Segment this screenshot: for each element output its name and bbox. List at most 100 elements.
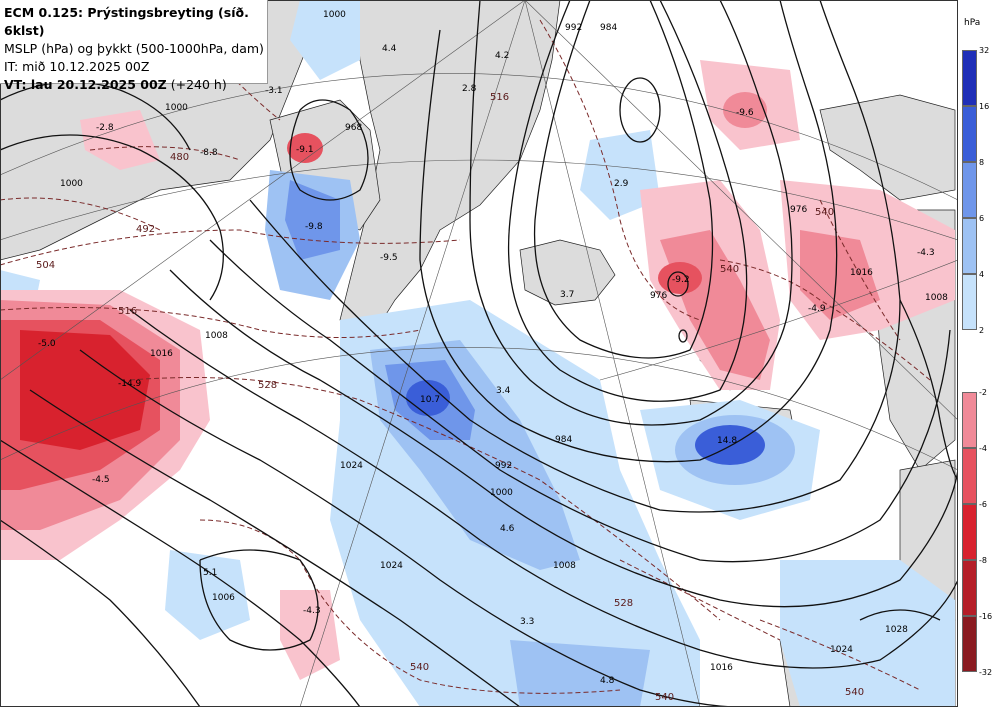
colorbar-segment-positive (962, 106, 977, 162)
colorbar-tick-label: -2 (979, 388, 987, 397)
pressure-change-value: -9.6 (736, 108, 754, 118)
thickness-label: 504 (36, 260, 55, 271)
isobar-label: 976 (650, 291, 667, 301)
isobar-label: 992 (565, 23, 582, 33)
pressure-change-value: 4.4 (382, 44, 397, 54)
isobar-label: 992 (495, 461, 512, 471)
colorbar-tick-label: 16 (979, 102, 990, 111)
isobar-label: 1000 (165, 103, 188, 113)
rise-area-se (780, 560, 955, 707)
isobar-label: 1008 (205, 331, 228, 341)
thickness-label: 492 (136, 224, 155, 235)
header-valid-time: VT: lau 20.12.2025 00Z (+240 h) (4, 77, 227, 92)
thickness-label: 480 (170, 152, 189, 163)
thickness-label: 516 (490, 92, 509, 103)
pressure-change-value: -9.1 (296, 145, 314, 155)
header-subtitle: MSLP (hPa) og þykkt (500-1000hPa, dam) (4, 41, 264, 56)
pressure-change-value: 14.8 (717, 436, 737, 446)
isobar-label: 1024 (340, 461, 363, 471)
pressure-change-value: -14.9 (118, 379, 142, 389)
isobar-label: 1016 (850, 268, 873, 278)
rise-area-north (290, 0, 360, 80)
isobar-label: 984 (555, 435, 572, 445)
isobar-label: 1028 (885, 625, 908, 635)
pressure-change-values: -2.8 -8.8 -9.1 -9.8 -9.5 4.4 4.2 2.8 -3.… (38, 44, 935, 686)
pressure-change-value: 10.7 (420, 395, 440, 405)
pressure-change-value: -2.8 (96, 123, 114, 133)
colorbar-unit: hPa (964, 18, 981, 28)
svalbard-land (819, 94, 956, 201)
pressure-change-value: 3.3 (520, 617, 534, 627)
isobar-label: 1016 (710, 663, 733, 673)
pressure-change-value: 2.8 (462, 84, 477, 94)
rise-area-svalbard-sea (580, 130, 660, 220)
isobar-label: 1024 (380, 561, 403, 571)
fall-core-91 (287, 133, 323, 163)
pressure-change-value: 4.2 (495, 51, 509, 61)
weather-map[interactable]: 1000 992 984 976 968 1008 1016 1024 992 … (0, 0, 958, 707)
colorbar-tick-label: -6 (979, 500, 987, 509)
isobar-label: 1008 (925, 293, 948, 303)
header-title: ECM 0.125: Prýstingsbreyting (síð. 6klst… (4, 5, 249, 38)
isobar-label: 1008 (553, 561, 576, 571)
colorbar-segment-negative (962, 448, 977, 504)
pressure-change-value: -5.0 (38, 339, 56, 349)
thickness-labels: 504 516 528 492 480 540 528 516 540 540 … (36, 92, 864, 703)
isobar-labels: 1000 992 984 976 968 1008 1016 1024 992 … (60, 10, 948, 673)
pressure-change-value: 5.1 (203, 568, 217, 578)
pressure-change-value: 3.7 (560, 290, 574, 300)
fall-area-south (280, 590, 340, 680)
pressure-change-value: 2.9 (614, 179, 629, 189)
pressure-change-value: -4.3 (917, 248, 935, 258)
colorbar-tick-label: 4 (979, 270, 985, 279)
isobar-label: 1000 (490, 488, 513, 498)
thickness-label: 540 (655, 692, 674, 703)
pressure-change-value: 4.8 (600, 676, 615, 686)
pressure-change-value: -9.2 (672, 275, 690, 285)
pressure-change-value: -4.3 (303, 606, 321, 616)
isobar-label: 976 (790, 205, 807, 215)
pressure-change-value: -9.5 (380, 253, 398, 263)
colorbar-tick-label: -32 (979, 668, 993, 677)
thickness-label: 528 (258, 380, 277, 391)
colorbar-segment-positive (962, 274, 977, 330)
fall-area-nw (80, 110, 160, 170)
isobar-label: 1024 (830, 645, 853, 655)
colorbar-segment-positive (962, 50, 977, 106)
thickness-label: 516 (118, 306, 137, 317)
rise-area-south-west (165, 550, 250, 640)
pressure-change-value: 3.4 (496, 386, 511, 396)
graticule (0, 0, 958, 707)
fall-core-92 (658, 262, 702, 294)
colorbar-segment-negative (962, 392, 977, 448)
colorbar-segment-negative (962, 616, 977, 672)
colorbar-tick-label: 32 (979, 46, 990, 55)
pressure-fall-shading (0, 60, 955, 680)
isobar-label: 1006 (212, 593, 235, 603)
pressure-change-value: -8.8 (200, 148, 218, 158)
isobar-label: 1000 (323, 10, 346, 20)
thickness-label: 540 (720, 264, 739, 275)
colorbar-segment-positive (962, 162, 977, 218)
pressure-change-value: 4.6 (500, 524, 515, 534)
header-init-time: IT: mið 10.12.2025 00Z (4, 59, 150, 74)
colorbar-tick-label: -4 (979, 444, 987, 453)
thickness-label: 540 (845, 687, 864, 698)
pressure-change-value: -9.8 (305, 222, 323, 232)
isobar-label: 984 (600, 23, 617, 33)
isobar-label: 968 (345, 123, 362, 133)
thickness-label: 528 (614, 598, 633, 609)
colorbar-tick-label: -8 (979, 556, 987, 565)
pressure-change-value: -4.9 (808, 304, 826, 314)
colorbar-tick-label: -16 (979, 612, 993, 621)
thickness-contours (0, 0, 931, 694)
isobars (0, 0, 958, 707)
isobar-label: 1000 (60, 179, 83, 189)
colorbar-segment-negative (962, 560, 977, 616)
colorbar-tick-label: 6 (979, 214, 985, 223)
pressure-change-value: -4.5 (92, 475, 110, 485)
colorbar-tick-label: 2 (979, 326, 985, 335)
map-header: ECM 0.125: Prýstingsbreyting (síð. 6klst… (0, 0, 268, 92)
fall-area-norway-mid (800, 230, 880, 320)
